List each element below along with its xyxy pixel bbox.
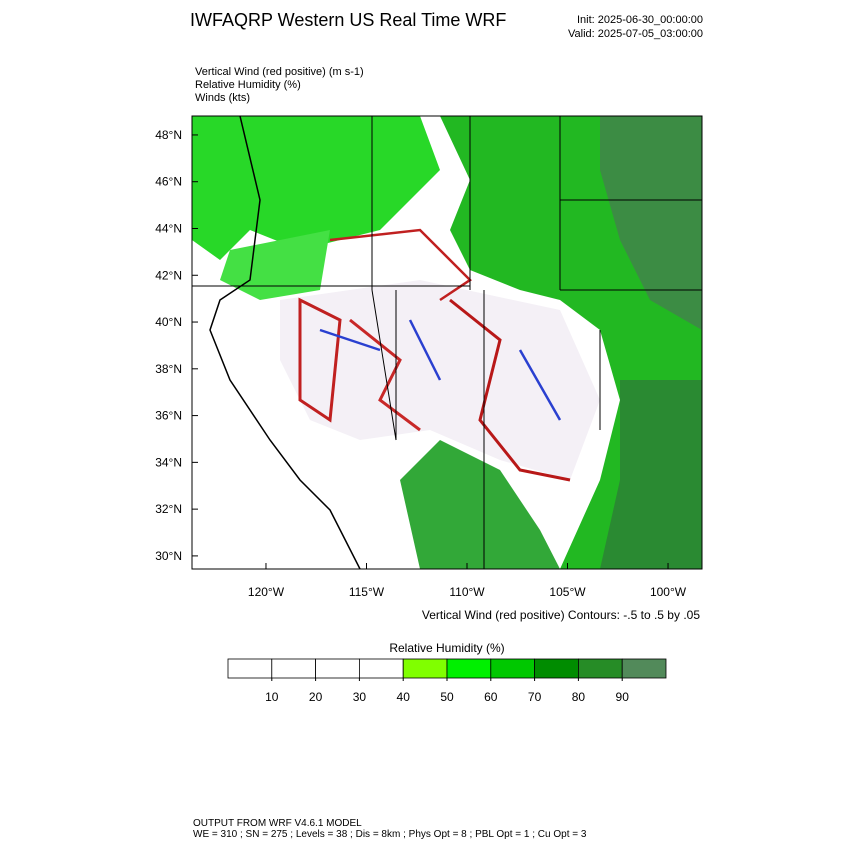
- colorbar-label: 60: [484, 690, 498, 704]
- contour-note: Vertical Wind (red positive) Contours: -…: [422, 608, 700, 622]
- map-field: [192, 116, 702, 569]
- colorbar-box: [534, 658, 579, 679]
- colorbar-box: [621, 658, 667, 679]
- y-tick-label: 30°N: [155, 549, 182, 563]
- colorbar-box: [578, 658, 623, 679]
- colorbar-label: 10: [265, 690, 279, 704]
- y-tick-label: 42°N: [155, 268, 182, 282]
- colorbar-box: [446, 658, 492, 679]
- y-tick-label: 36°N: [155, 409, 182, 423]
- colorbar-label: 30: [353, 690, 367, 704]
- colorbar-title: Relative Humidity (%): [389, 641, 504, 655]
- footer: WE = 310 ; SN = 275 ; Levels = 38 ; Dis …: [193, 829, 587, 840]
- init: Init: 2025-06-30_00:00:00: [577, 14, 703, 26]
- colorbar-box: [315, 658, 360, 679]
- valid: Valid: 2025-07-05_03:00:00: [568, 28, 703, 40]
- y-tick-label: 44°N: [155, 221, 182, 235]
- map-frame: [191, 115, 703, 570]
- x-tick-label: 115°W: [349, 585, 385, 599]
- colorbar-box: [271, 658, 316, 679]
- colorbar-label: 40: [397, 690, 411, 704]
- field: Vertical Wind (red positive) (m s-1): [195, 66, 364, 78]
- footer: OUTPUT FROM WRF V4.6.1 MODEL: [193, 818, 362, 829]
- x-tick-label: 100°W: [650, 585, 687, 599]
- colorbar-box: [358, 658, 404, 679]
- field: Winds (kts): [195, 92, 250, 104]
- colorbar: 10 20 30 40 50 60 70 80 90: [227, 658, 667, 704]
- colorbar-label: 20: [309, 690, 323, 704]
- colorbar-label: 50: [440, 690, 454, 704]
- x-tick-label: 120°W: [248, 585, 285, 599]
- colorbar-label: 70: [528, 690, 542, 704]
- y-tick-label: 40°N: [155, 315, 182, 329]
- y-tick-label: 38°N: [155, 362, 182, 376]
- y-tick-label: 32°N: [155, 502, 182, 516]
- colorbar-label: 90: [616, 690, 630, 704]
- colorbar-label: 80: [572, 690, 586, 704]
- y-tick-label: 48°N: [155, 128, 182, 142]
- y-tick-label: 46°N: [155, 175, 182, 189]
- x-tick-label: 105°W: [549, 585, 586, 599]
- title: IWFAQRP Western US Real Time WRF: [190, 10, 506, 30]
- x-tick-label: 110°W: [449, 585, 485, 599]
- y-tick-label: 34°N: [155, 455, 182, 469]
- colorbar-box: [227, 658, 273, 679]
- field: Relative Humidity (%): [195, 79, 301, 91]
- axes: 120°W 115°W 110°W 105°W 100°W 48°N 46°N 44°N 42°…: [155, 128, 687, 599]
- colorbar-box: [490, 658, 535, 679]
- colorbar-box: [402, 658, 448, 679]
